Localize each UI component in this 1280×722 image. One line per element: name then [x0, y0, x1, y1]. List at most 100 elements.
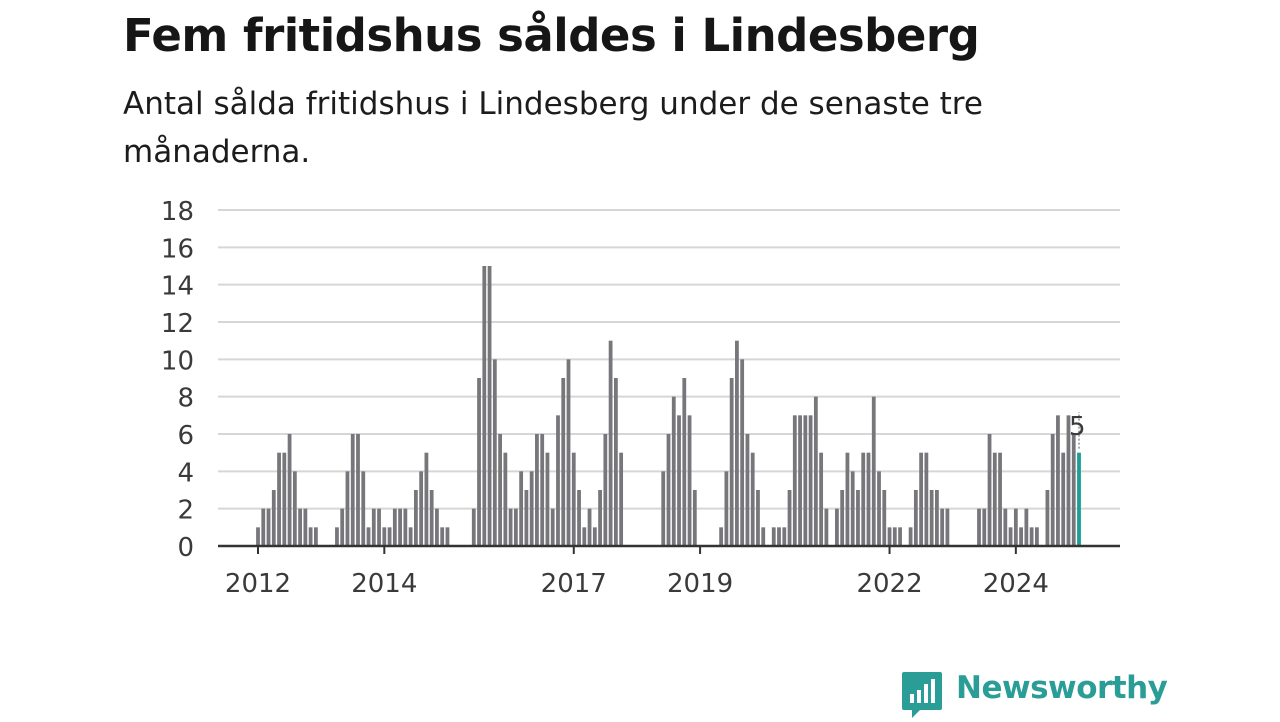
bar — [261, 508, 266, 546]
bar — [1013, 508, 1018, 546]
bar — [308, 527, 313, 546]
bar — [908, 527, 913, 546]
bar — [314, 527, 318, 546]
bar — [445, 527, 450, 546]
bar — [613, 378, 618, 546]
bar — [266, 508, 271, 546]
bar — [1050, 434, 1055, 546]
bar — [824, 508, 829, 546]
y-tick-label: 14 — [161, 272, 194, 302]
bar — [545, 452, 550, 546]
bar — [508, 508, 513, 546]
bar — [403, 508, 408, 546]
bar — [845, 452, 850, 546]
bar — [1061, 452, 1066, 546]
annotation-label: 5 — [1069, 412, 1086, 442]
bar — [677, 415, 681, 546]
bar — [861, 452, 866, 546]
bar — [487, 266, 492, 546]
bar — [871, 396, 876, 546]
bar — [940, 508, 945, 546]
y-tick-label: 0 — [177, 533, 194, 563]
bar — [792, 415, 797, 546]
bar — [1071, 434, 1076, 546]
bar — [771, 527, 776, 546]
bar — [556, 415, 560, 546]
bar — [408, 527, 413, 546]
x-tick-label: 2012 — [225, 569, 291, 599]
bar — [692, 490, 697, 546]
bar — [687, 415, 692, 546]
bar — [945, 508, 950, 546]
bar — [477, 378, 481, 546]
bar — [761, 527, 766, 546]
bar — [371, 508, 376, 546]
y-tick-label: 16 — [161, 234, 194, 264]
bar — [882, 490, 887, 546]
bar — [1008, 527, 1013, 546]
bar — [608, 340, 613, 546]
bar — [819, 452, 824, 546]
bar — [887, 527, 892, 546]
bar — [913, 490, 918, 546]
bar — [808, 415, 813, 546]
bar — [813, 396, 818, 546]
x-tick-label: 2024 — [983, 569, 1049, 599]
chart-title: Fem fritidshus såldes i Lindesberg — [123, 9, 980, 62]
bar — [1066, 415, 1071, 546]
bar — [877, 471, 881, 546]
bar — [419, 471, 424, 546]
bar — [392, 508, 397, 546]
bar — [429, 490, 434, 546]
newsworthy-icon — [902, 672, 942, 718]
bar — [582, 527, 587, 546]
bar — [992, 452, 997, 546]
x-tick-label: 2014 — [351, 569, 417, 599]
latest-bar — [1077, 452, 1081, 546]
bar — [498, 434, 502, 546]
bar — [571, 452, 576, 546]
bar — [1035, 527, 1039, 546]
bar — [1003, 508, 1008, 546]
bar — [898, 527, 902, 546]
bar — [345, 471, 350, 546]
newsworthy-logo: Newsworthy — [900, 668, 1168, 720]
bar — [503, 452, 508, 546]
bar — [440, 527, 445, 546]
bar — [550, 508, 555, 546]
last-value-annotation: 5 — [1069, 412, 1086, 449]
bar — [529, 471, 534, 546]
bar — [777, 527, 781, 546]
bar — [919, 452, 924, 546]
bar — [750, 452, 755, 546]
bar — [735, 340, 739, 546]
x-tick-label: 2022 — [856, 569, 922, 599]
bar — [292, 471, 297, 546]
bar — [977, 508, 981, 546]
bar — [298, 508, 302, 546]
bar — [335, 527, 339, 546]
bar — [682, 378, 687, 546]
bar — [840, 490, 845, 546]
bar — [782, 527, 787, 546]
bar — [661, 471, 666, 546]
y-tick-label: 10 — [161, 346, 194, 376]
bar — [987, 434, 992, 546]
bar — [803, 415, 808, 546]
bar — [398, 508, 402, 546]
bar — [366, 527, 371, 546]
bar — [850, 471, 855, 546]
bar — [740, 359, 745, 546]
bar — [303, 508, 308, 546]
bar — [603, 434, 608, 546]
bar — [424, 452, 429, 546]
bar — [524, 490, 529, 546]
bar — [256, 527, 260, 546]
bar — [1056, 415, 1060, 546]
bar — [724, 471, 729, 546]
bar — [998, 452, 1002, 546]
bar — [1024, 508, 1029, 546]
bar — [287, 434, 292, 546]
bar — [892, 527, 897, 546]
bar — [856, 490, 860, 546]
